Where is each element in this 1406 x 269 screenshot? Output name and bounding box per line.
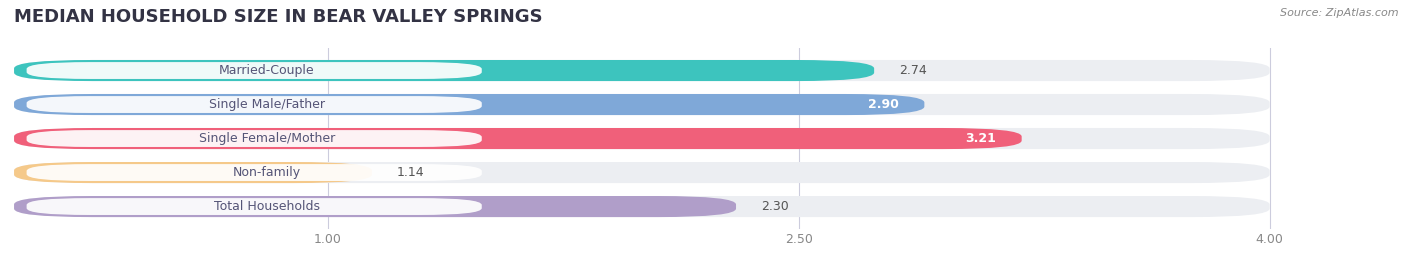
Text: 3.21: 3.21 [966,132,997,145]
Text: Single Male/Father: Single Male/Father [208,98,325,111]
Text: 2.30: 2.30 [761,200,789,213]
Text: Non-family: Non-family [232,166,301,179]
Text: 2.90: 2.90 [869,98,900,111]
FancyBboxPatch shape [14,196,1270,217]
FancyBboxPatch shape [14,94,1270,115]
Text: Single Female/Mother: Single Female/Mother [198,132,335,145]
FancyBboxPatch shape [14,128,1022,149]
FancyBboxPatch shape [27,62,482,79]
FancyBboxPatch shape [14,60,1270,81]
Text: MEDIAN HOUSEHOLD SIZE IN BEAR VALLEY SPRINGS: MEDIAN HOUSEHOLD SIZE IN BEAR VALLEY SPR… [14,8,543,26]
Text: 1.14: 1.14 [396,166,425,179]
Text: 2.74: 2.74 [900,64,927,77]
FancyBboxPatch shape [27,198,482,215]
FancyBboxPatch shape [27,130,482,147]
Text: Total Households: Total Households [214,200,319,213]
FancyBboxPatch shape [14,162,1270,183]
FancyBboxPatch shape [27,164,482,181]
FancyBboxPatch shape [27,96,482,113]
FancyBboxPatch shape [14,94,924,115]
FancyBboxPatch shape [14,60,875,81]
Text: Married-Couple: Married-Couple [219,64,315,77]
Text: Source: ZipAtlas.com: Source: ZipAtlas.com [1281,8,1399,18]
FancyBboxPatch shape [14,128,1270,149]
FancyBboxPatch shape [14,162,373,183]
FancyBboxPatch shape [14,196,735,217]
